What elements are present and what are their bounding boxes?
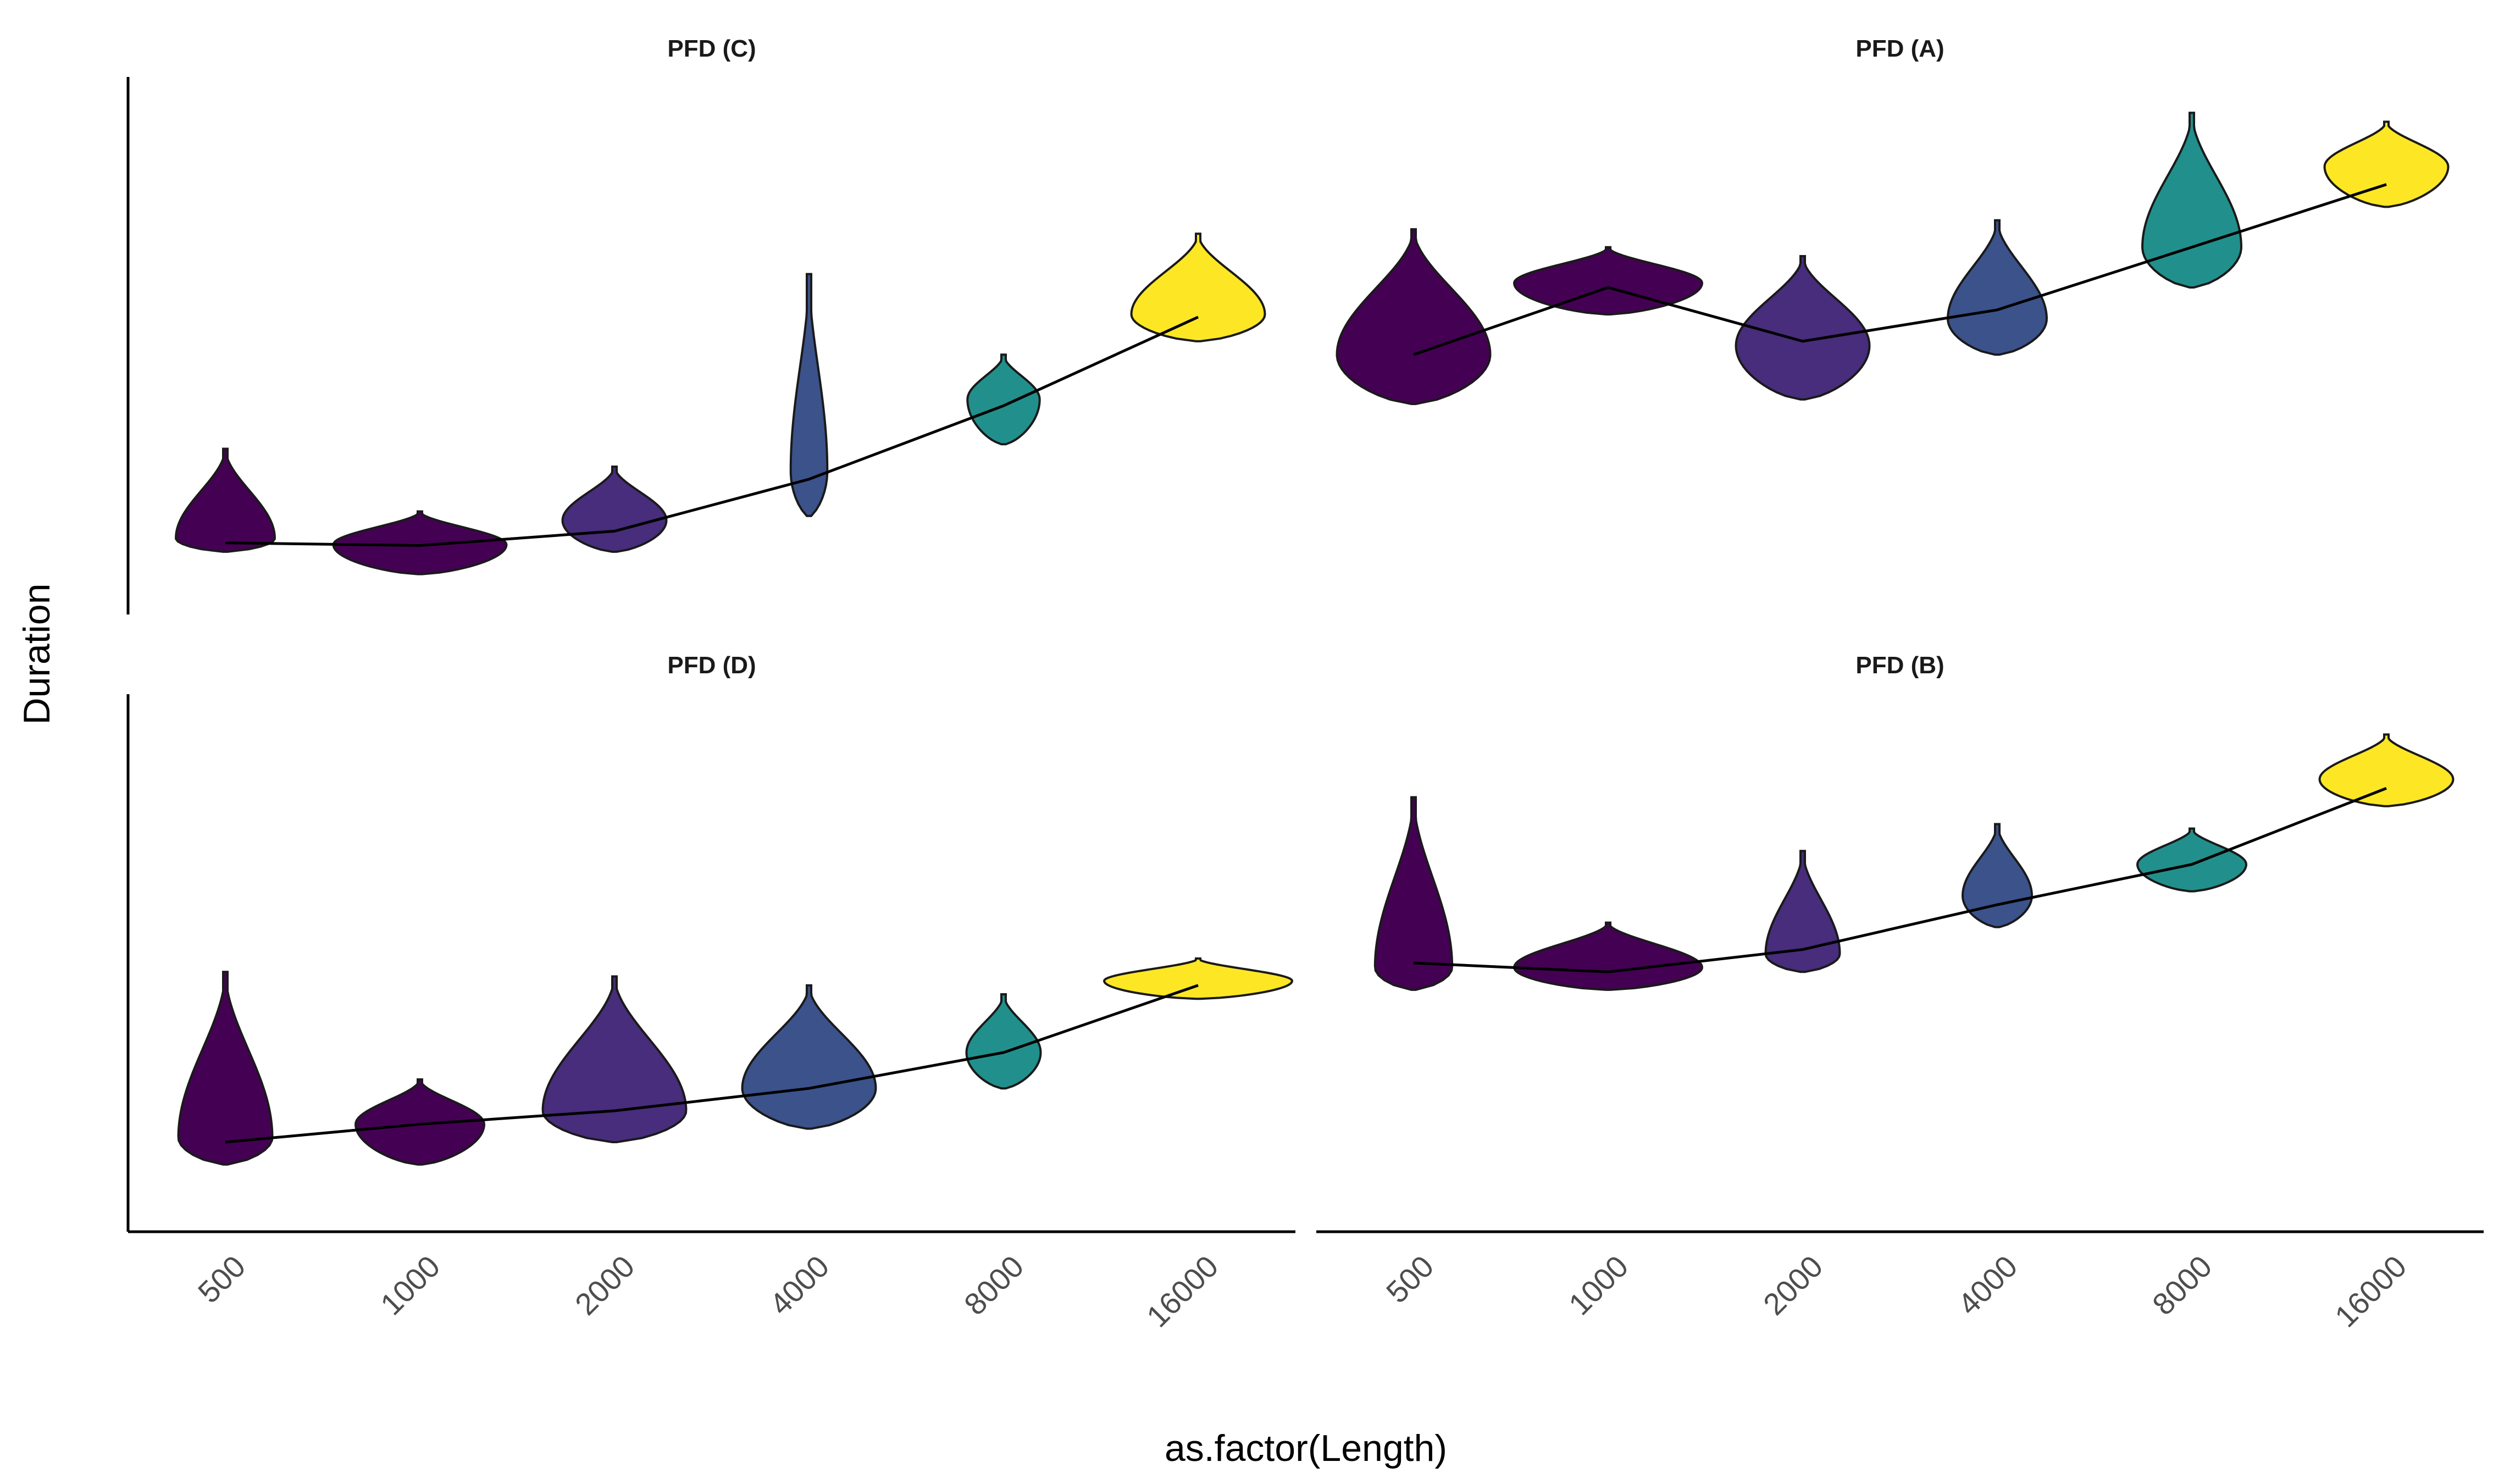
violin-8000 (965, 993, 1042, 1090)
mean-line (1413, 787, 2387, 973)
violin-500 (177, 971, 274, 1166)
panel-title: PFD (A) (1855, 35, 1944, 62)
violin-4000 (789, 273, 829, 517)
x-tick-label: 500 (191, 1249, 252, 1310)
violin-16000 (2323, 120, 2450, 208)
violin-8000 (2141, 112, 2242, 289)
facet-panel: PFD (D) (177, 652, 1294, 1166)
panel-title: PFD (B) (1855, 652, 1944, 679)
x-tick-label: 1000 (1562, 1249, 1635, 1322)
violin-8000 (966, 353, 1041, 446)
violin-2000 (561, 466, 668, 553)
violin-4000 (1947, 219, 2048, 356)
x-tick-labels: 500 1000 2000 4000 8000 16000 500 1000 2000 4000 8… (191, 1249, 2413, 1334)
facet-panel: PFD (A) (1336, 35, 2450, 405)
violin-2000 (1764, 850, 1841, 973)
x-tick-label: 1000 (374, 1249, 447, 1322)
panel-title: PFD (C) (667, 35, 756, 62)
mean-line (225, 984, 1199, 1144)
facet-panel: PFD (B) (1373, 652, 2455, 991)
x-tick-label: 2000 (568, 1249, 641, 1322)
violin-8000 (2136, 827, 2248, 893)
mean-line (225, 315, 1199, 547)
x-tick-label: 2000 (1757, 1249, 1830, 1322)
mean-line (1413, 183, 2387, 356)
violin-2000 (1735, 255, 1871, 401)
violin-16000 (1130, 232, 1266, 342)
violin-1000 (354, 1078, 486, 1166)
x-axis-title: as.factor(Length) (1165, 1427, 1447, 1469)
x-tick-label: 4000 (1951, 1249, 2024, 1322)
violin-16000 (2318, 733, 2455, 807)
violin-500 (175, 447, 276, 553)
facet-panel: PFD (C) (175, 35, 1266, 575)
violin-2000 (541, 975, 688, 1143)
x-tick-label: 16000 (1140, 1249, 1225, 1334)
panel-title: PFD (D) (667, 652, 756, 679)
x-tick-label: 16000 (2328, 1249, 2413, 1334)
x-tick-label: 500 (1380, 1249, 1441, 1310)
x-tick-label: 4000 (763, 1249, 836, 1322)
violin-500 (1373, 796, 1454, 991)
panels-layer: PFD (C) PFD (A) PFD (D) PFD (B) (175, 35, 2455, 1166)
x-tick-label: 8000 (2146, 1249, 2219, 1322)
violin-1000 (1513, 921, 1703, 991)
violin-500 (1336, 228, 1492, 405)
y-axis-title: Duration (16, 583, 58, 724)
axes-layer (126, 77, 2484, 1233)
violin-16000 (1103, 957, 1294, 1000)
violin-1000 (1513, 246, 1703, 315)
violin-1000 (332, 510, 508, 575)
x-tick-label: 8000 (957, 1249, 1031, 1322)
violin-4000 (741, 984, 877, 1130)
